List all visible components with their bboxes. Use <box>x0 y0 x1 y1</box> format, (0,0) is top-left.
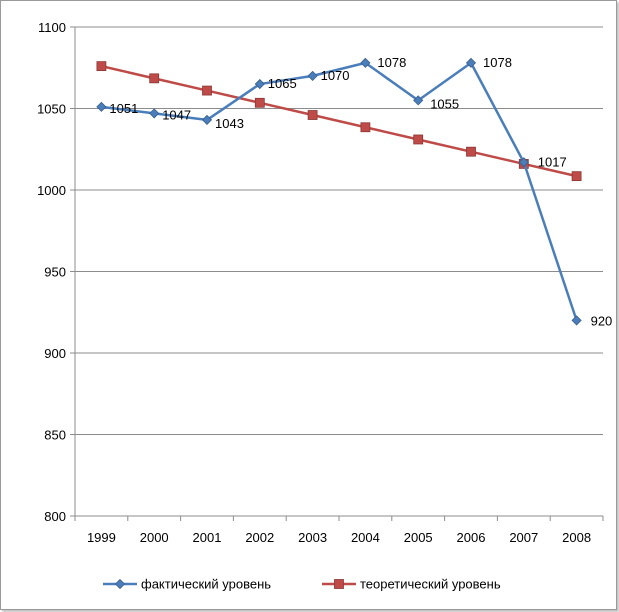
data-point-diamond-2001 <box>201 114 213 125</box>
data-label-2004: 1078 <box>377 55 406 70</box>
data-point-diamond-2006 <box>465 57 477 68</box>
x-tick-label-2000: 2000 <box>140 530 169 545</box>
data-point-diamond-2005 <box>413 95 424 106</box>
data-point-diamond-2007 <box>518 157 529 168</box>
x-tick-label-2001: 2001 <box>193 530 222 545</box>
x-tick-label-2007: 2007 <box>509 530 538 545</box>
data-label-2003: 1070 <box>321 68 350 83</box>
legend: фактический уровень теоретический уровень <box>103 577 501 592</box>
data-label-2005: 1055 <box>430 96 459 111</box>
data-point-diamond-2002 <box>254 78 265 90</box>
data-point-diamond-1999 <box>96 101 107 112</box>
y-tick-label-1000: 1000 <box>37 183 66 198</box>
data-point-square-2005 <box>413 134 424 145</box>
data-label-2002: 1065 <box>268 76 297 91</box>
data-label-1999: 1051 <box>109 101 138 116</box>
y-tick-label-950: 950 <box>44 265 66 280</box>
series-layer <box>96 57 582 326</box>
data-point-diamond-2000 <box>149 108 160 119</box>
data-point-diamond-2008 <box>571 315 582 326</box>
legend-label-1: теоретический уровень <box>360 577 501 592</box>
data-point-square-2001 <box>202 85 212 96</box>
series-line-1 <box>101 64 577 178</box>
series-line-0 <box>101 61 578 321</box>
grid-layer <box>75 26 603 435</box>
data-point-square-2000 <box>149 73 160 84</box>
data-label-2006: 1078 <box>483 55 512 70</box>
x-tick-label-2003: 2003 <box>298 530 327 545</box>
y-tick-label-1100: 1100 <box>38 20 66 35</box>
axis-layer: 800 850 900 950 1000 1050 1100 1999 2000 2001 2002… <box>37 20 604 545</box>
x-tick-label-2005: 2005 <box>404 530 433 545</box>
data-point-square-2003 <box>307 110 318 120</box>
data-point-square-2008 <box>571 171 582 182</box>
data-point-square-1999 <box>96 61 107 72</box>
data-point-square-2002 <box>254 97 265 108</box>
x-tick-label-2004: 2004 <box>351 530 380 545</box>
y-tick-label-900: 900 <box>44 346 66 361</box>
x-tick-label-2002: 2002 <box>245 530 274 545</box>
y-tick-label-850: 850 <box>44 428 66 443</box>
data-label-2001: 1043 <box>215 116 244 131</box>
data-point-square-2004 <box>360 122 371 133</box>
x-tick-label-1999: 1999 <box>87 530 116 545</box>
legend-label-0: фактический уровень <box>141 577 271 592</box>
x-tick-label-2008: 2008 <box>562 530 591 545</box>
legend-marker-diamond <box>114 578 126 590</box>
data-point-diamond-2003 <box>307 70 318 81</box>
data-label-2007: 1017 <box>538 154 567 169</box>
data-label-2000: 1047 <box>162 107 191 122</box>
x-tick-label-2006: 2006 <box>457 530 486 545</box>
data-label-layer: 1051 1047 1043 1065 1070 1078 1055 1078 1017 920 <box>109 55 612 329</box>
legend-marker-square <box>334 579 344 589</box>
data-label-2008: 920 <box>591 313 613 328</box>
y-tick-label-800: 800 <box>44 509 66 524</box>
y-tick-label-1050: 1050 <box>37 102 66 117</box>
data-point-square-2006 <box>466 146 476 157</box>
data-point-diamond-2004 <box>360 57 371 68</box>
